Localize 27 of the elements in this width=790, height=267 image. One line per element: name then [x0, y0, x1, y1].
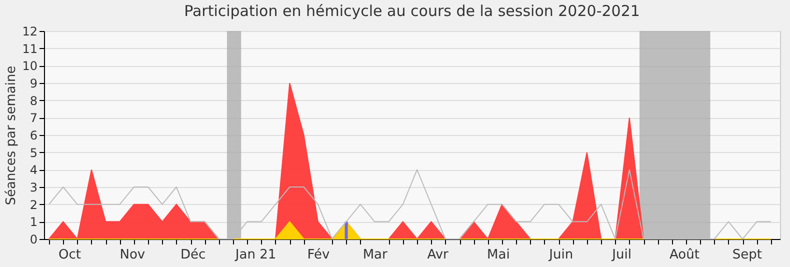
y-tick-label: 5	[30, 146, 38, 160]
y-tick-label: 4	[30, 163, 38, 178]
x-tick-label: Juil	[611, 248, 632, 262]
x-tick-label: Avr	[427, 248, 450, 262]
x-tick-label: Sept	[732, 248, 762, 262]
x-tick-label: Mar	[362, 248, 388, 262]
y-tick-label: 12	[22, 24, 38, 38]
x-tick-label: Mai	[487, 248, 510, 262]
x-tick-label: Fév	[307, 248, 330, 262]
y-tick-label: 1	[30, 215, 38, 230]
x-tick-label: Déc	[180, 248, 206, 262]
x-tick-label: Jan 21	[234, 248, 276, 262]
y-tick-label: 11	[22, 42, 38, 56]
y-axis-title: Séances par semaine	[4, 66, 20, 206]
x-tick-label: Juin	[548, 248, 574, 262]
y-tick-label: 10	[22, 59, 38, 74]
y-tick-label: 2	[30, 198, 38, 212]
y-tick-label: 3	[30, 180, 38, 194]
y-tick-label: 9	[30, 76, 38, 90]
y-tick-label: 8	[30, 94, 38, 108]
x-tick-label: Nov	[120, 248, 146, 262]
y-tick-label: 6	[30, 128, 38, 142]
y-tick-label: 7	[30, 111, 38, 126]
x-tick-label: Août	[670, 248, 700, 262]
y-tick-label: 0	[30, 232, 38, 246]
x-tick-label: Oct	[58, 248, 81, 262]
chart-title: Participation en hémicycle au cours de la session 2020-2021	[184, 2, 640, 20]
